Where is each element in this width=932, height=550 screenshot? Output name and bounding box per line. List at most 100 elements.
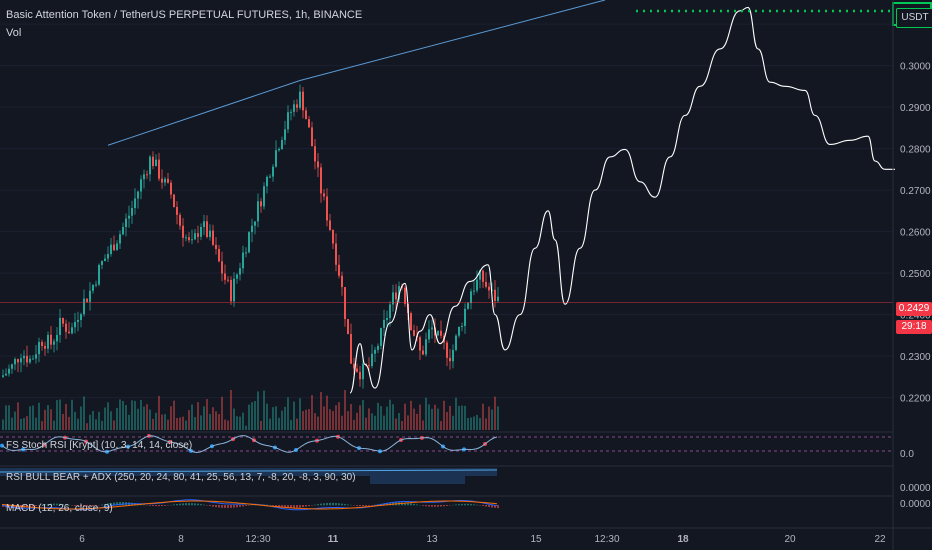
candles-group: [2, 84, 499, 389]
macd-histogram-bar: [293, 505, 295, 508]
candle-body: [245, 252, 247, 254]
candle-body: [137, 191, 139, 199]
candle-body: [419, 337, 421, 351]
macd-histogram-bar: [134, 503, 136, 506]
candle-body: [470, 291, 472, 304]
stoch-rsi-title[interactable]: FS Stoch RSI [Krypt] (10, 3, 14, 14, clo…: [6, 440, 193, 451]
macd-histogram-bar: [152, 505, 154, 506]
candle-body: [281, 140, 283, 149]
macd-histogram-bar: [218, 505, 220, 508]
candle-body: [341, 275, 343, 288]
macd-histogram-bar: [11, 505, 13, 508]
macd-histogram-bar: [56, 503, 58, 506]
volume-bar: [497, 406, 499, 430]
volume-bar: [371, 413, 373, 430]
volume-bar: [332, 410, 334, 430]
current-price-tag: 0.2429: [896, 302, 932, 316]
volume-bar: [71, 399, 73, 430]
candle-body: [332, 230, 334, 244]
candle-body: [296, 104, 298, 108]
candle-body: [131, 207, 133, 216]
macd-signal-line: [1, 500, 498, 510]
macd-histogram-bar: [386, 502, 388, 506]
volume-bar: [398, 413, 400, 430]
volume-bar: [74, 411, 76, 430]
macd-histogram-bar: [86, 505, 88, 507]
candle-body: [356, 368, 358, 372]
volume-bar: [119, 399, 121, 430]
volume-bar: [35, 417, 37, 430]
candle-body: [386, 318, 388, 320]
candle-body: [248, 232, 250, 253]
candle-body: [278, 148, 280, 151]
volume-bar: [197, 402, 199, 430]
macd-histogram-bar: [188, 503, 190, 506]
macd-histogram-bar: [404, 502, 406, 506]
macd-title[interactable]: MACD (12, 26, close, 9): [6, 503, 113, 514]
time-axis[interactable]: 6 8 12:30 11 13 15 12:30 18 20 22: [0, 527, 932, 545]
macd-histogram-bar: [485, 505, 487, 507]
price-axis[interactable]: 0.31000.30000.29000.28000.27000.26000.25…: [892, 0, 931, 550]
macd-histogram-bar: [53, 503, 55, 506]
macd-axis-value: 0.0000: [900, 499, 931, 510]
volume-bar: [266, 403, 268, 430]
volume-bar: [212, 407, 214, 430]
volume-bar: [86, 423, 88, 430]
volume-bar: [206, 399, 208, 430]
candle-body: [314, 146, 316, 162]
volume-bar: [173, 400, 175, 430]
currency-badge[interactable]: USDT: [896, 8, 932, 28]
volume-bar: [314, 413, 316, 430]
candle-body: [44, 345, 46, 349]
candle-body: [161, 178, 163, 183]
candle-body: [110, 244, 112, 254]
macd-histogram-bar: [428, 505, 430, 507]
macd-histogram-bar: [143, 504, 145, 506]
macd-histogram-bar: [149, 505, 151, 506]
volume-bar: [200, 415, 202, 430]
candle-body: [287, 112, 289, 130]
macd-histogram-bar: [416, 504, 418, 506]
macd-histogram-bar: [62, 504, 64, 506]
candle-body: [302, 91, 304, 111]
candle-body: [5, 373, 7, 376]
macd-histogram-bar: [173, 504, 175, 506]
candle-body: [485, 281, 487, 287]
candle-body: [455, 335, 457, 350]
macd-histogram-bar: [47, 503, 49, 506]
candle-body: [461, 325, 463, 327]
stoch-rsi-axis-value: 0.0: [900, 449, 914, 460]
volume-bar: [44, 409, 46, 430]
volume-bar: [449, 405, 451, 430]
macd-histogram-bar: [113, 502, 115, 506]
macd-histogram-bar: [290, 505, 292, 508]
macd-histogram-bar: [368, 505, 370, 506]
candle-body: [467, 303, 469, 309]
volume-bar: [8, 405, 10, 430]
candle-body: [152, 156, 154, 167]
macd-histogram-bar: [68, 504, 70, 506]
volume-bar: [83, 396, 85, 430]
candle-body: [86, 298, 88, 302]
candle-body: [353, 363, 355, 369]
volume-bar: [140, 399, 142, 430]
candle-body: [164, 178, 166, 183]
candle-body: [437, 330, 439, 336]
candle-body: [56, 335, 58, 342]
volume-bar: [464, 405, 466, 430]
stoch-rsi-line: [1, 435, 498, 454]
macd-histogram-bar: [242, 505, 244, 507]
rsi-bull-bear-title[interactable]: RSI BULL BEAR + ADX (250, 20, 24, 80, 41…: [6, 472, 356, 483]
price-tick-label: 0.2200: [900, 394, 931, 405]
macd-histogram-bar: [329, 502, 331, 506]
volume-bar: [395, 418, 397, 430]
volume-bar: [146, 404, 148, 430]
volume-bar: [194, 416, 196, 430]
macd-histogram-bar: [119, 502, 121, 506]
candle-body: [116, 243, 118, 251]
candle-body: [167, 178, 169, 183]
candle-body: [359, 371, 361, 380]
candle-body: [473, 290, 475, 292]
macd-histogram-bar: [197, 503, 199, 506]
